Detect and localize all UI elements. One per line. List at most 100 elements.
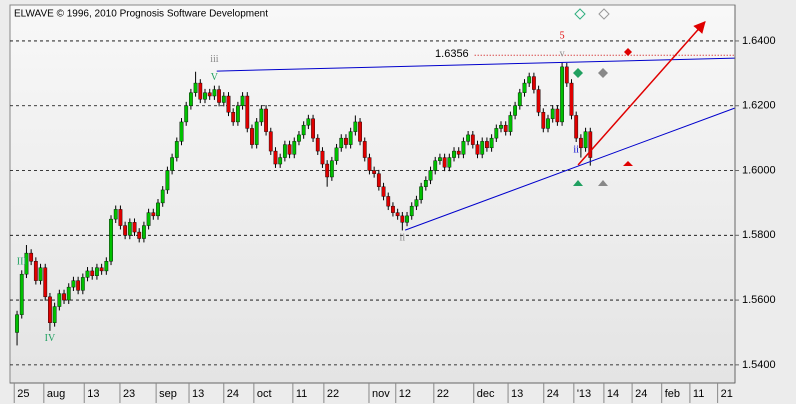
candle-body	[235, 105, 240, 123]
candle-body	[15, 314, 19, 333]
y-tick-label: 1.5600	[742, 294, 776, 306]
candle-body	[132, 222, 137, 233]
candle-body	[550, 108, 555, 119]
candle-body	[470, 134, 475, 145]
candle-body	[503, 124, 508, 132]
candle-body	[221, 95, 226, 103]
candle-body	[508, 115, 513, 132]
candle-body	[43, 267, 48, 298]
candle-body	[456, 150, 461, 155]
candle-body	[104, 261, 109, 272]
x-tick-label: 23	[123, 388, 135, 400]
candle-body	[160, 189, 165, 204]
candle-body	[273, 150, 278, 165]
candle-body	[428, 170, 433, 181]
x-tick-label: sep	[159, 388, 177, 400]
candle-body	[578, 137, 583, 149]
candle-body	[442, 157, 447, 168]
candle-body	[301, 124, 306, 136]
candle-body	[184, 105, 189, 123]
candle-body	[329, 160, 334, 178]
signal-diamond	[574, 8, 586, 20]
chart-title: ELWAVE © 1996, 2010 Prognosis Software D…	[14, 9, 268, 20]
signal-diamond	[573, 68, 583, 78]
candle-body	[90, 270, 95, 276]
candle-body	[217, 89, 221, 103]
candle-body	[203, 92, 207, 100]
candle-body	[466, 134, 471, 142]
signal-triangle	[598, 180, 608, 186]
candle-body	[170, 157, 175, 171]
x-tick-label: 22	[327, 388, 339, 400]
x-tick-label: 22	[437, 388, 449, 400]
target-arrow	[577, 20, 706, 166]
candle-body	[174, 141, 179, 158]
candle-body	[240, 95, 245, 106]
signal-triangle	[573, 180, 583, 186]
candle-body	[207, 92, 212, 97]
candle-body	[48, 296, 52, 323]
candle-body	[245, 95, 250, 129]
candle-body	[541, 112, 546, 129]
x-tick-label: aug	[47, 388, 65, 400]
candle-body	[400, 215, 405, 223]
candle-body	[278, 157, 283, 165]
candle-body	[409, 205, 414, 217]
candle-body	[123, 225, 128, 236]
candle-body	[95, 267, 99, 276]
wave-label: ii	[400, 233, 406, 244]
candle-body	[193, 82, 198, 93]
candle-body	[536, 89, 541, 113]
x-tick-label: 25	[17, 388, 29, 400]
candle-body	[517, 92, 522, 106]
candle-body	[151, 212, 156, 217]
candle-body	[494, 128, 499, 139]
candle-body	[564, 66, 569, 84]
wave-label: 5	[560, 30, 565, 41]
candle-body	[320, 150, 325, 165]
candle-body	[569, 82, 574, 116]
x-tick-label: 11	[693, 388, 704, 400]
candle-body	[142, 225, 146, 239]
candle-body	[414, 199, 419, 207]
candle-body	[405, 215, 409, 223]
x-tick-label: 24	[635, 388, 647, 400]
wave-label: V	[211, 72, 219, 83]
candle-body	[33, 261, 38, 281]
candle-body	[376, 173, 381, 187]
signal-triangle	[623, 161, 633, 166]
candle-body	[583, 131, 588, 149]
x-tick-label: 24	[227, 388, 239, 400]
wave-label: IV	[45, 333, 56, 344]
candle-body	[391, 205, 395, 213]
x-tick-label: 21	[721, 388, 733, 400]
candle-body	[311, 118, 315, 139]
level-label: 1.6356	[435, 48, 469, 60]
candle-body	[282, 144, 287, 158]
candle-body	[423, 180, 428, 187]
candle-body	[179, 121, 184, 142]
plot-area	[9, 4, 736, 384]
candle-body	[212, 89, 217, 97]
y-tick-label: 1.6200	[742, 100, 776, 112]
wave-label: v	[560, 48, 565, 59]
candle-body	[395, 212, 400, 217]
candle-body	[480, 141, 485, 155]
candle-body	[19, 273, 24, 315]
candle-body	[137, 231, 142, 239]
candle-body	[522, 82, 527, 93]
candle-body	[297, 134, 301, 142]
x-tick-label: oct	[257, 388, 272, 400]
candle-body	[292, 141, 297, 155]
candle-body	[513, 105, 518, 116]
candle-body	[315, 137, 320, 152]
signal-diamond	[598, 68, 608, 78]
candle-body	[85, 270, 90, 278]
candle-body	[254, 121, 259, 145]
candle-body	[334, 147, 339, 161]
x-tick-label: 24	[547, 388, 559, 400]
candle-body	[452, 150, 456, 158]
candle-body	[80, 277, 85, 291]
